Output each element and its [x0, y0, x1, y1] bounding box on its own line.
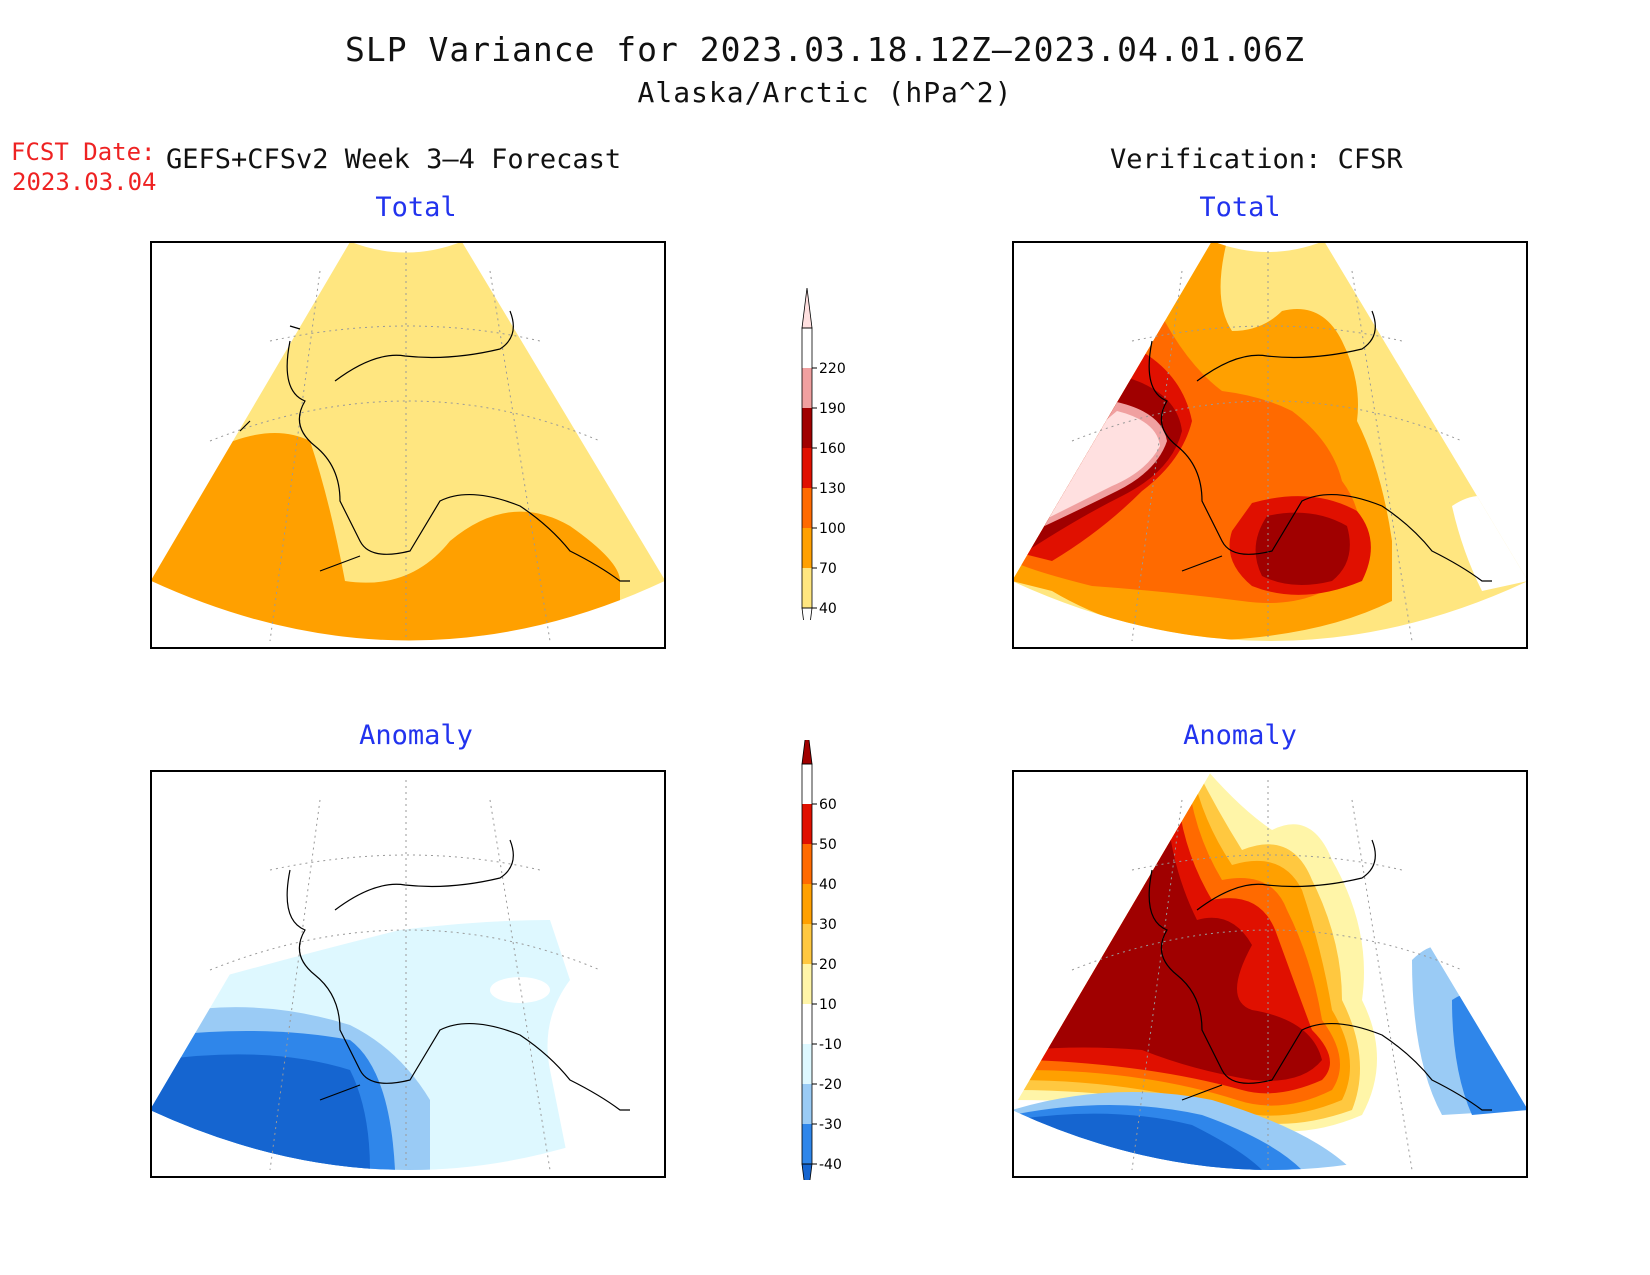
verification-total-title: Total: [1199, 192, 1281, 223]
anomaly-colorbar-tick-label: 60: [819, 797, 837, 813]
coastline: [1148, 839, 1492, 1111]
field-plus10-patch: [280, 840, 288, 862]
figure-title: SLP Variance for 2023.03.18.12Z–2023.04.…: [345, 30, 1305, 69]
total-colorbar-tick-label: 130: [819, 481, 846, 497]
panel-frame: [150, 241, 666, 649]
total-colorbar-segment: [802, 528, 812, 568]
anomaly-colorbar-tick-label: 30: [819, 917, 837, 933]
field-east-strong-negative: [1452, 992, 1528, 1115]
total-colorbar-tick-label: 70: [819, 561, 837, 577]
anomaly-colorbar-segment: [802, 1084, 812, 1124]
graticule: [209, 780, 601, 1171]
total-colorbar-segment: [802, 408, 812, 448]
coastline: [1148, 310, 1492, 582]
total-colorbar-top-cap: [801, 287, 813, 329]
total-colorbar-tick-label: 160: [819, 441, 846, 457]
total-colorbar-tick-label: 40: [819, 601, 837, 617]
field-70-100: [150, 433, 620, 641]
verification-anomaly-title: Anomaly: [1183, 720, 1297, 751]
anomaly-colorbar-tick-label: -30: [819, 1117, 842, 1133]
forecast-date-value: 2023.03.04: [12, 168, 157, 196]
total-colorbar-outline: [801, 327, 813, 609]
anomaly-colorbar-bottom-cap: [801, 1163, 813, 1180]
anomaly-colorbar-top-cap: [801, 740, 813, 765]
field-below-40: [1452, 496, 1528, 591]
graticule: [1071, 780, 1463, 1171]
total-colorbar-tick-label: 190: [819, 401, 846, 417]
graticule: [209, 251, 601, 642]
anomaly-colorbar-segment: [802, 964, 812, 1004]
coastline: [239, 310, 630, 582]
field-above-60: [1027, 810, 1322, 1081]
total-colorbar-segment: [802, 368, 812, 408]
domain-edge: [150, 241, 666, 642]
total-colorbar-tick-label: 100: [819, 521, 846, 537]
anomaly-colorbar-tick-label: 10: [819, 997, 837, 1013]
verification-total-map: [1012, 241, 1528, 649]
anomaly-colorbar-tick-label: 50: [819, 837, 837, 853]
forecast-total-title: Total: [375, 192, 457, 223]
total-colorbar-tick-label: 220: [819, 361, 846, 377]
total-colorbar-segment: [802, 568, 812, 608]
graticule: [1071, 251, 1463, 642]
forecast-column-header: GEFS+CFSv2 Week 3–4 Forecast: [166, 144, 622, 175]
verification-column-header: Verification: CFSR: [1110, 144, 1403, 175]
anomaly-colorbar-tick-label: -40: [819, 1157, 842, 1173]
forecast-total-map: [150, 241, 666, 649]
anomaly-colorbar-segment: [802, 804, 812, 844]
panel-frame: [150, 770, 666, 1178]
field-below-minus40: [150, 1054, 370, 1170]
anomaly-colorbar-tick-label: 40: [819, 877, 837, 893]
total-colorbar-bottom-cap: [801, 607, 813, 620]
figure-subtitle: Alaska/Arctic (hPa^2): [637, 76, 1013, 109]
coastline: [286, 839, 630, 1111]
verification-anomaly-map: [1012, 770, 1528, 1178]
anomaly-colorbar-segment: [802, 884, 812, 924]
forecast-anomaly-map: [150, 770, 666, 1178]
anomaly-colorbar: -40 -30 -20 -10 10 20 30 40 50 60: [801, 740, 842, 1180]
anomaly-colorbar-tick-label: -20: [819, 1077, 842, 1093]
panel-frame: [1012, 770, 1528, 1178]
anomaly-colorbar-tick-label: -10: [819, 1037, 842, 1053]
total-colorbar-segment: [802, 448, 812, 488]
anomaly-colorbar-segment: [802, 1004, 812, 1044]
total-colorbar: 40 70 100 130 160 190 220: [801, 287, 846, 620]
forecast-anomaly-title: Anomaly: [359, 720, 473, 751]
anomaly-colorbar-segment: [802, 1124, 812, 1164]
anomaly-colorbar-segment: [802, 1044, 812, 1084]
total-colorbar-segment: [802, 488, 812, 528]
forecast-date-label: FCST Date:: [11, 138, 156, 166]
anomaly-colorbar-segment: [802, 924, 812, 964]
anomaly-colorbar-tick-label: 20: [819, 957, 837, 973]
field-neutral-patch: [490, 977, 550, 1003]
anomaly-colorbar-segment: [802, 844, 812, 884]
panel-frame: [1012, 241, 1528, 649]
